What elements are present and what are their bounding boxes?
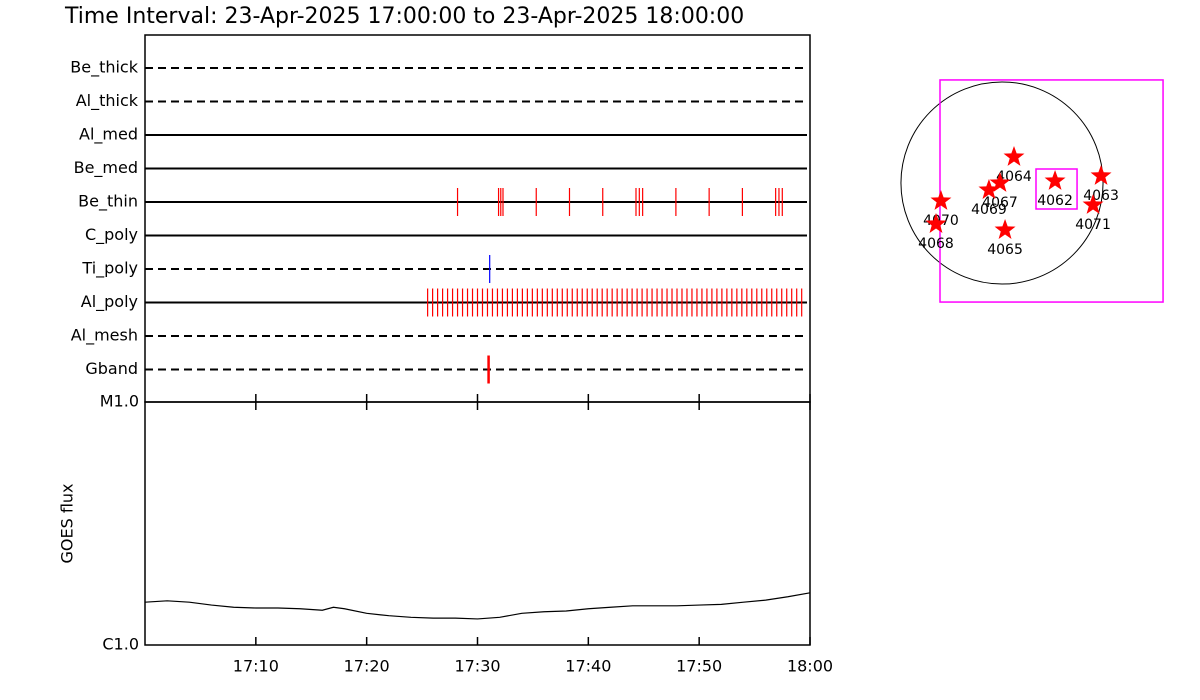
y-tick-label: C1.0 bbox=[102, 635, 139, 654]
filter-label: Gband bbox=[85, 359, 138, 378]
region-star bbox=[930, 190, 952, 210]
region-star bbox=[1090, 164, 1112, 185]
filter-label: Al_med bbox=[79, 125, 138, 145]
region-star bbox=[978, 179, 1000, 199]
filter-label: Ti_poly bbox=[81, 259, 138, 279]
x-tick-label: 17:10 bbox=[233, 657, 279, 676]
region-star bbox=[1082, 194, 1104, 214]
region-star bbox=[989, 172, 1011, 192]
y-axis-label: GOES flux bbox=[58, 483, 77, 563]
filter-label: Be_thin bbox=[78, 192, 138, 212]
fov-box bbox=[939, 79, 1164, 303]
region-label: 4067 bbox=[982, 195, 1018, 211]
region-star bbox=[1044, 170, 1066, 190]
x-tick-label: 17:30 bbox=[454, 657, 500, 676]
title: Time Interval: 23-Apr-2025 17:00:00 to 2… bbox=[64, 4, 744, 29]
filter-label: C_poly bbox=[85, 225, 138, 245]
y-tick-label: M1.0 bbox=[100, 392, 139, 411]
filter-label: Be_thick bbox=[70, 58, 138, 78]
solar-disk bbox=[900, 81, 1104, 285]
filter-label: Al_poly bbox=[81, 292, 138, 312]
fov-box bbox=[1035, 168, 1078, 210]
region-label: 4068 bbox=[918, 236, 954, 252]
filter-label: Be_med bbox=[74, 158, 138, 178]
region-star bbox=[994, 219, 1016, 239]
x-tick-label: 17:40 bbox=[565, 657, 611, 676]
goes-flux-line bbox=[144, 592, 811, 620]
x-tick-label: 18:00 bbox=[787, 657, 833, 676]
region-label: 4071 bbox=[1075, 217, 1111, 233]
region-label: 4069 bbox=[971, 202, 1007, 218]
x-tick-label: 17:50 bbox=[676, 657, 722, 676]
region-label: 4062 bbox=[1037, 193, 1073, 209]
panel-frame bbox=[144, 34, 811, 403]
region-star bbox=[1003, 146, 1025, 166]
filter-label: Al_mesh bbox=[71, 326, 138, 346]
x-tick-label: 17:20 bbox=[344, 657, 390, 676]
filter-label: Al_thick bbox=[76, 91, 139, 111]
region-star bbox=[925, 213, 947, 233]
region-label: 4065 bbox=[987, 242, 1023, 258]
panel-frame bbox=[144, 401, 811, 646]
